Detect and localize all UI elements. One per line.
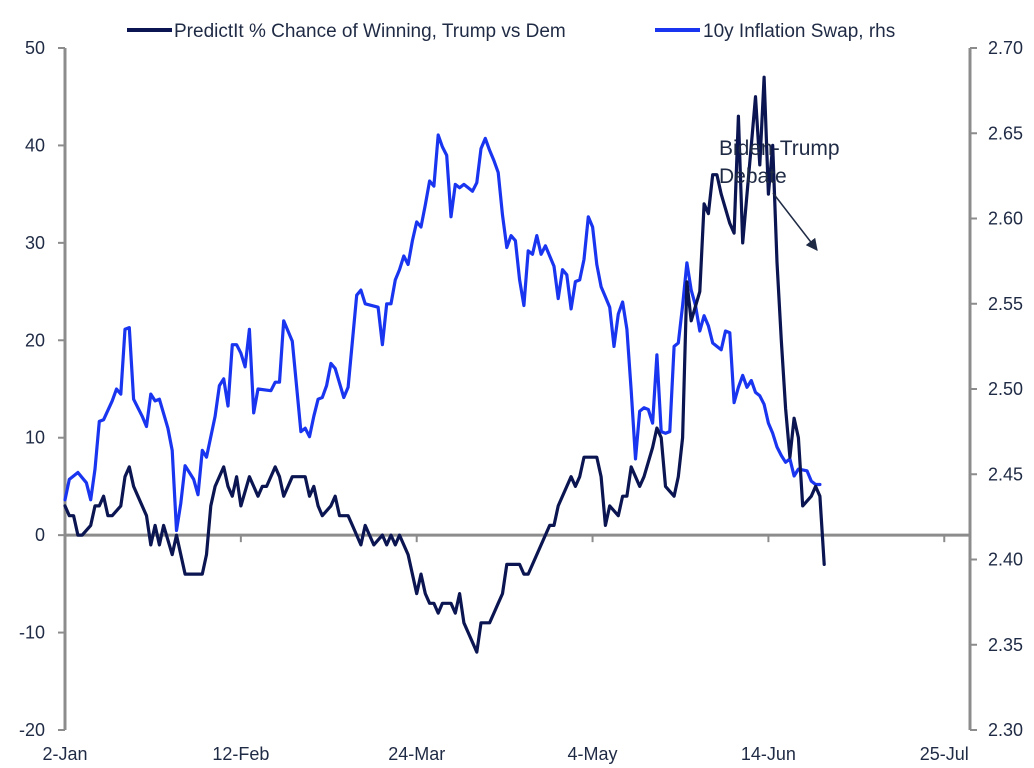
- left-tick-label: 0: [35, 525, 45, 545]
- right-tick-label: 2.70: [988, 38, 1023, 58]
- x-axis-ticks: 2-Jan 12-Feb 24-Mar 4-May 14-Jun 25-Jul: [42, 535, 969, 764]
- right-tick-label: 2.50: [988, 379, 1023, 399]
- x-tick-label: 14-Jun: [741, 744, 796, 764]
- right-axis-ticks: 2.30 2.35 2.40 2.45 2.50 2.55 2.60 2.65 2.70: [970, 38, 1023, 740]
- x-tick-label: 25-Jul: [920, 744, 969, 764]
- left-tick-label: 50: [25, 38, 45, 58]
- right-tick-label: 2.35: [988, 635, 1023, 655]
- x-tick-label: 4-May: [568, 744, 618, 764]
- right-tick-label: 2.65: [988, 123, 1023, 143]
- right-tick-label: 2.45: [988, 464, 1023, 484]
- series-lines: [63, 75, 826, 654]
- legend-label-trump: PredictIt % Chance of Winning, Trump vs …: [174, 21, 566, 42]
- left-tick-label: -20: [19, 720, 45, 740]
- x-tick-label: 24-Mar: [388, 744, 445, 764]
- right-tick-label: 2.30: [988, 720, 1023, 740]
- right-tick-label: 2.40: [988, 550, 1023, 570]
- left-axis-ticks: -20 -10 0 10 20 30 40 50: [19, 38, 65, 740]
- left-tick-label: 20: [25, 330, 45, 350]
- left-tick-label: 40: [25, 135, 45, 155]
- right-tick-label: 2.60: [988, 209, 1023, 229]
- trump-odds-line: [63, 75, 826, 654]
- x-tick-label: 12-Feb: [212, 744, 269, 764]
- annotation-line-2: Debate: [719, 165, 787, 188]
- x-tick-label: 2-Jan: [42, 744, 87, 764]
- legend-label-swap: 10y Inflation Swap, rhs: [703, 21, 895, 42]
- inflation-swap-line: [63, 133, 822, 533]
- left-tick-label: 30: [25, 233, 45, 253]
- left-tick-label: 10: [25, 428, 45, 448]
- debate-annotation: Biden-Trump Debate: [719, 137, 840, 251]
- annotation-line-1: Biden-Trump: [719, 137, 840, 160]
- annotation-arrow: [772, 192, 818, 251]
- left-tick-label: -10: [19, 623, 45, 643]
- legend: PredictIt % Chance of Winning, Trump vs …: [127, 21, 895, 42]
- right-tick-label: 2.55: [988, 294, 1023, 314]
